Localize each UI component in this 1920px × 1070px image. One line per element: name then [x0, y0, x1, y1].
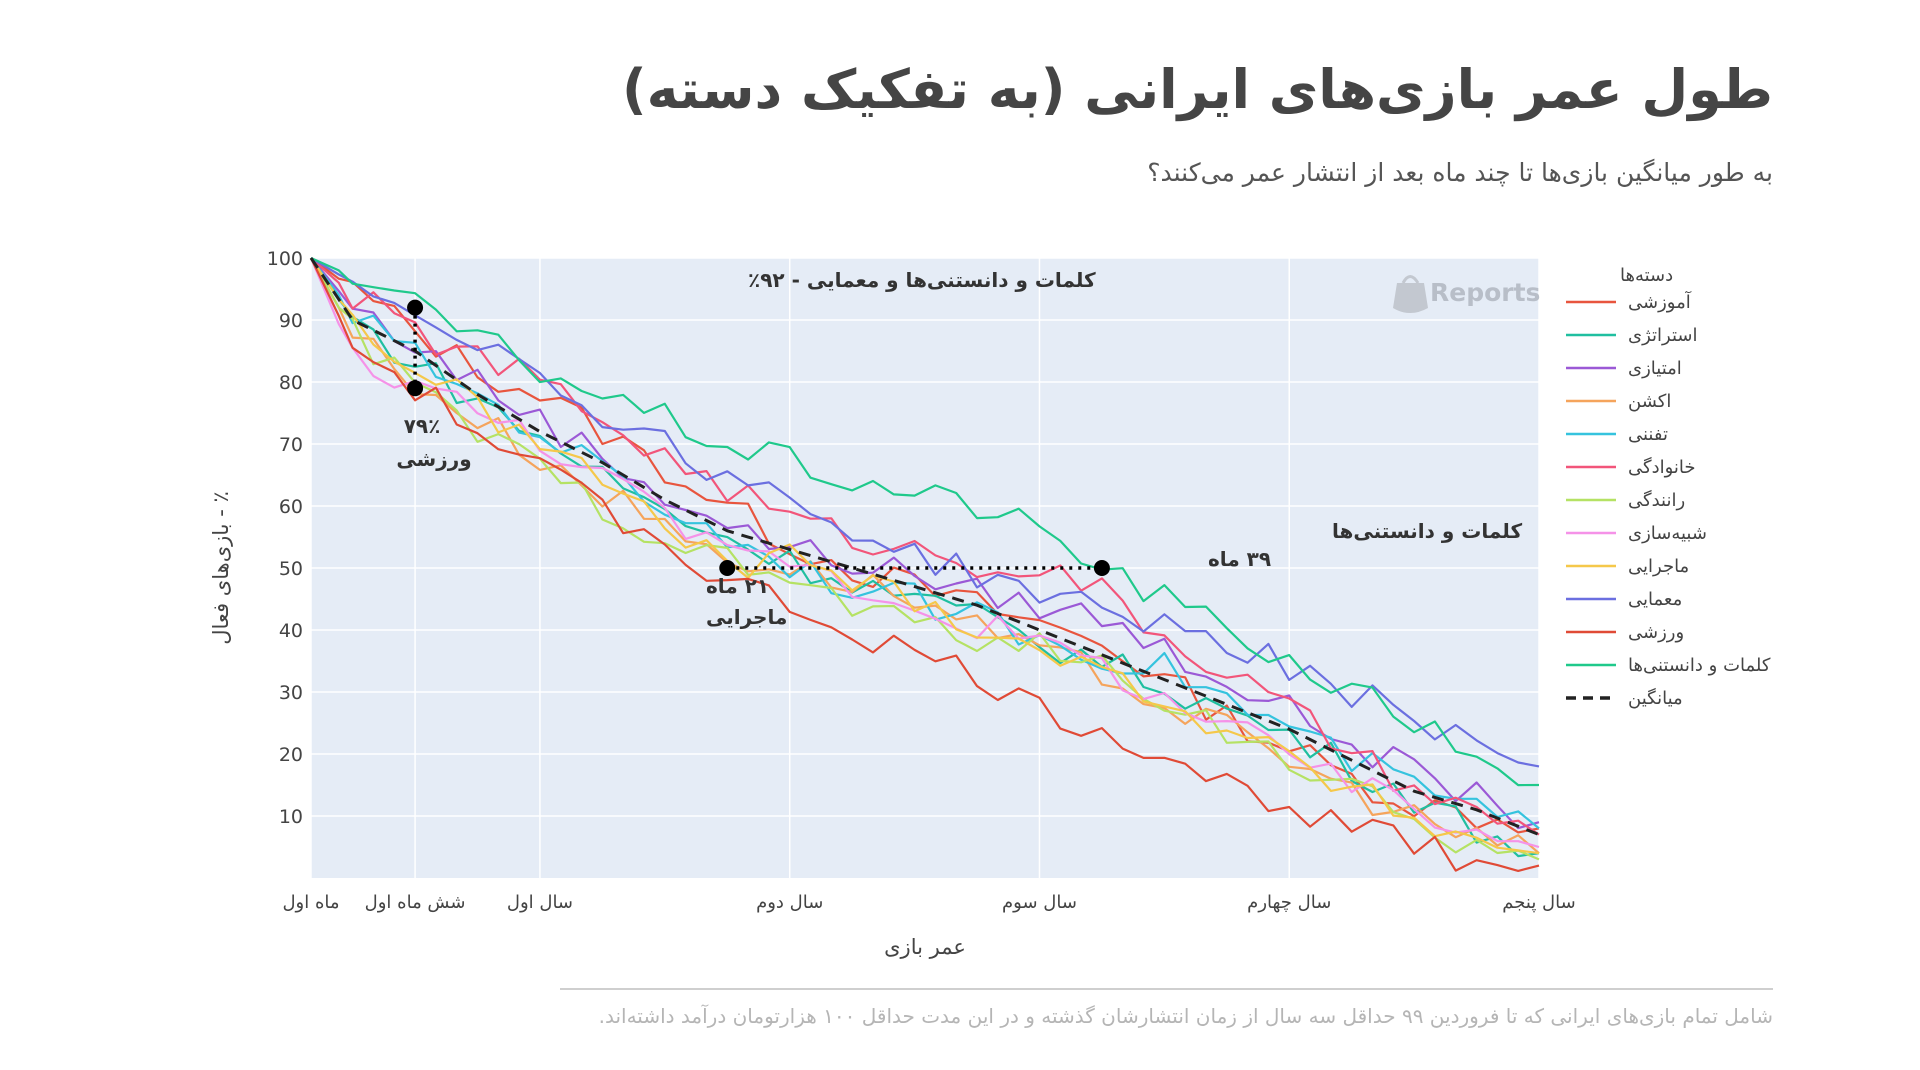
- annotation-text-21-category: ماجرایی: [706, 605, 787, 629]
- x-tick-label: ماه اول: [282, 892, 339, 913]
- x-axis-label: عمر بازی: [884, 935, 966, 959]
- legend-item-label: کلمات و دانستنی‌ها: [1628, 655, 1771, 676]
- x-tick-label: سال دوم: [756, 892, 823, 913]
- annotation-text-79-value: ۷۹٪: [404, 414, 441, 438]
- annotation-text-79-category: ورزشی: [396, 447, 471, 471]
- x-tick-label: سال چهارم: [1247, 892, 1331, 913]
- legend: دسته‌ها آموزشی استراتژی امتیازی اکشن تفننی خا…: [1566, 265, 1771, 709]
- y-tick-label: 60: [279, 496, 303, 518]
- x-ticks: ماه اول شش ماه اول سال اول سال دوم سال سوم سا…: [282, 892, 1575, 913]
- footnote-divider: [560, 988, 1773, 990]
- y-tick-label: 40: [279, 620, 303, 642]
- x-tick-label: سال سوم: [1002, 892, 1077, 913]
- y-tick-label: 80: [279, 372, 303, 394]
- legend-item-label: امتیازی: [1628, 358, 1682, 379]
- chart: 10 20 30 40 50 60 70 80 90 100 ماه اول شش ماه اول س…: [209, 248, 1771, 959]
- legend-item-label: اکشن: [1628, 391, 1671, 412]
- series-line-10: [310, 257, 1540, 873]
- series-lines: [309, 256, 1540, 873]
- y-tick-label: 50: [279, 558, 303, 580]
- annotation-markers: [407, 299, 1110, 576]
- legend-title: دسته‌ها: [1620, 265, 1673, 286]
- legend-item-label: خانوادگی: [1628, 456, 1696, 478]
- legend-item-label: رانندگی: [1628, 489, 1685, 511]
- annotation-marker: [407, 299, 424, 316]
- y-tick-label: 100: [267, 248, 303, 270]
- annotation-marker: [719, 560, 736, 576]
- y-ticks: 10 20 30 40 50 60 70 80 90 100: [267, 248, 303, 828]
- annotation-marker: [407, 380, 424, 397]
- x-tick-label: شش ماه اول: [365, 892, 466, 913]
- y-tick-label: 90: [279, 310, 303, 332]
- bag-icon: [1393, 275, 1428, 313]
- series-line-12: [309, 257, 1540, 836]
- page-title: طول عمر بازی‌های ایرانی (به تفکیک دسته): [621, 58, 1773, 121]
- footnote: شامل تمام بازی‌های ایرانی که تا فروردین …: [598, 1004, 1773, 1028]
- legend-item-label: آموزشی: [1628, 290, 1692, 313]
- series-line-4: [310, 257, 1540, 830]
- series-line-9: [310, 257, 1540, 768]
- annotation-text-21-value: ۲۱ ماه: [706, 574, 769, 598]
- y-tick-label: 20: [279, 744, 303, 766]
- y-tick-label: 10: [279, 806, 303, 828]
- legend-item-label: معمایی: [1628, 589, 1682, 610]
- series-line-6: [310, 257, 1540, 861]
- legend-item-label: میانگین: [1628, 687, 1683, 709]
- series-line-11: [310, 256, 1540, 787]
- annotation-text-92: کلمات و دانستنی‌ها و معمایی - ۹۲٪: [748, 268, 1096, 292]
- legend-item-label: ماجرایی: [1628, 556, 1689, 577]
- x-tick-label: سال اول: [507, 892, 573, 913]
- annotation-text-39-category: کلمات و دانستنی‌ها: [1332, 519, 1522, 543]
- watermark-text: Reports: [1430, 278, 1540, 307]
- annotation-text-39-value: ۳۹ ماه: [1208, 547, 1271, 571]
- x-tick-label: سال پنجم: [1502, 892, 1575, 913]
- annotation-lines: [413, 307, 1102, 570]
- y-tick-label: 30: [279, 682, 303, 704]
- watermark: Reports: [1393, 275, 1540, 313]
- grid: [310, 257, 1540, 878]
- legend-item-label: ورزشی: [1628, 622, 1684, 643]
- page-subtitle: به طور میانگین بازی‌ها تا چند ماه بعد از…: [1147, 158, 1773, 187]
- y-tick-label: 70: [279, 434, 303, 456]
- y-axis-label: ٪ - بازی‌های فعال: [209, 491, 233, 644]
- annotation-marker: [1093, 560, 1110, 576]
- legend-item-label: تفننی: [1628, 424, 1668, 445]
- legend-item-label: استراتژی: [1628, 325, 1697, 346]
- legend-item-label: شبیه‌سازی: [1628, 523, 1707, 544]
- series-line-8: [310, 257, 1540, 855]
